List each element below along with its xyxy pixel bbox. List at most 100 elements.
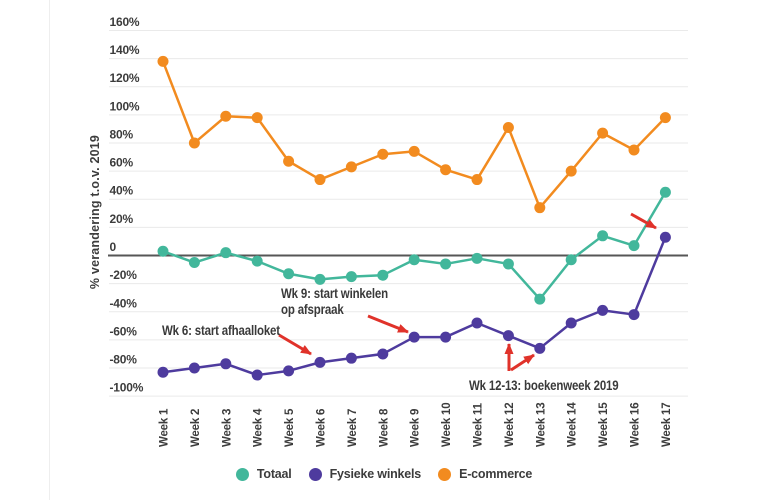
fysieke-winkels-point[interactable] [408, 331, 420, 343]
x-tick-label: Week 12 [504, 403, 516, 447]
annotation-arrow-wk17-arrow [630, 212, 657, 230]
series-layer [157, 55, 671, 381]
legend-item-fysieke-winkels[interactable]: Fysieke winkels [308, 467, 422, 481]
fysieke-winkels-point[interactable] [502, 330, 514, 342]
totaal-point[interactable] [377, 269, 389, 281]
totaal-point[interactable] [565, 254, 577, 266]
fysieke-winkels-point[interactable] [188, 362, 200, 374]
fysieke-winkels-point[interactable] [220, 358, 232, 370]
e-commerce-point[interactable] [440, 164, 452, 176]
y-tick-label: -20% [110, 268, 138, 282]
fysieke-winkels-point[interactable] [628, 309, 640, 321]
y-tick-label: 60% [110, 156, 134, 170]
totaal-point[interactable] [534, 293, 546, 305]
fysieke-winkels-point[interactable] [157, 366, 169, 378]
e-commerce-point[interactable] [471, 174, 483, 186]
e-commerce-point[interactable] [502, 122, 514, 134]
totaal-point[interactable] [502, 258, 514, 270]
fysieke-winkels-point[interactable] [659, 231, 671, 243]
totaal-point[interactable] [471, 252, 483, 264]
legend-dot-fysieke-winkels [308, 467, 322, 481]
annotation-arrow-wk9 [367, 314, 409, 334]
legend-dot-e-commerce [438, 467, 452, 481]
y-tick-label: 20% [110, 212, 134, 226]
e-commerce-point[interactable] [345, 161, 357, 173]
legend-item-e-commerce[interactable]: E-commerce [438, 467, 532, 481]
annotation-arrow-wk6 [278, 333, 312, 356]
totaal-point[interactable] [251, 255, 263, 267]
x-tick-label: Week 8 [378, 408, 390, 447]
fysieke-winkels-point[interactable] [440, 331, 452, 343]
e-commerce-point[interactable] [314, 174, 326, 186]
x-tick-label: Week 6 [316, 409, 328, 447]
totaal-point[interactable] [440, 258, 452, 270]
page-edge-line [49, 0, 50, 500]
x-tick-label: Week 13 [535, 403, 547, 447]
e-commerce-point[interactable] [408, 145, 420, 157]
e-commerce-point[interactable] [534, 202, 546, 214]
y-tick-label: -40% [110, 296, 138, 310]
x-tick-label: Week 14 [567, 402, 579, 447]
y-tick-label: 80% [110, 127, 134, 141]
e-commerce-point[interactable] [628, 144, 640, 156]
fysieke-winkels-point[interactable] [565, 317, 577, 329]
legend-label: Fysieke winkels [329, 467, 422, 481]
e-commerce-point[interactable] [188, 137, 200, 149]
annotation-arrow-wk12-13 [510, 353, 535, 372]
x-tick-label: Week 2 [190, 409, 202, 447]
totaal-point[interactable] [597, 230, 609, 242]
totaal-point[interactable] [659, 186, 671, 198]
totaal-point[interactable] [188, 257, 200, 269]
e-commerce-point[interactable] [220, 110, 232, 122]
totaal-point[interactable] [345, 271, 357, 283]
legend-item-totaal[interactable]: Totaal [235, 467, 292, 481]
series-line-e-commerce [161, 60, 667, 209]
y-tick-label: -100% [110, 381, 144, 395]
annotation-text-wk12-13: Wk 12-13: boekenweek 2019 [469, 378, 619, 394]
x-tick-label: Week 16 [630, 403, 642, 447]
e-commerce-point[interactable] [377, 148, 389, 160]
series-line-totaal [161, 190, 667, 301]
totaal-point[interactable] [157, 245, 169, 257]
x-tick-label: Week 10 [441, 403, 453, 447]
y-tick-label: 120% [110, 71, 140, 85]
e-commerce-point[interactable] [157, 55, 169, 67]
y-tick-label: -80% [110, 353, 138, 367]
fysieke-winkels-point[interactable] [471, 317, 483, 329]
fysieke-winkels-point[interactable] [377, 348, 389, 360]
x-tick-label: Week 1 [159, 408, 171, 447]
y-tick-label: -60% [110, 324, 138, 338]
fysieke-winkels-point[interactable] [251, 369, 263, 381]
legend-label: Totaal [256, 467, 292, 481]
fysieke-winkels-point[interactable] [283, 365, 295, 377]
x-tick-label: Week 9 [410, 409, 422, 447]
fysieke-winkels-point[interactable] [597, 304, 609, 316]
x-tick-label: Week 17 [661, 403, 673, 447]
annotation-arrows [278, 212, 657, 372]
e-commerce-point[interactable] [659, 112, 671, 124]
x-tick-label: Week 5 [284, 408, 296, 447]
totaal-point[interactable] [220, 247, 232, 259]
e-commerce-point[interactable] [597, 127, 609, 139]
e-commerce-point[interactable] [283, 155, 295, 167]
gridlines: 160% 140% 120% 100% 80% 60% 40% 20% 0 -20% -40% -60… [108, 15, 688, 397]
annotation-line: Wk 6: start afhaalloket [162, 323, 280, 338]
totaal-point[interactable] [628, 240, 640, 252]
annotation-text-wk9: Wk 9: start winkelen op afspraak [281, 286, 388, 317]
e-commerce-point[interactable] [251, 112, 263, 124]
totaal-point[interactable] [314, 273, 326, 285]
x-tick-label: Week 11 [473, 402, 485, 447]
y-tick-label: 140% [110, 43, 140, 57]
fysieke-winkels-point[interactable] [534, 342, 546, 354]
totaal-point[interactable] [283, 268, 295, 280]
annotation-line: Wk 9: start winkelen [281, 286, 388, 301]
fysieke-winkels-point[interactable] [345, 352, 357, 364]
e-commerce-point[interactable] [565, 165, 577, 177]
totaal-point[interactable] [408, 254, 420, 266]
fysieke-winkels-point[interactable] [314, 356, 326, 368]
legend-dot-totaal [235, 467, 249, 481]
annotation-line: Wk 12-13: boekenweek 2019 [469, 378, 619, 393]
x-tick-label: Week 4 [253, 408, 265, 447]
x-tick-label: Week 15 [598, 402, 610, 447]
legend-label: E-commerce [459, 467, 533, 481]
